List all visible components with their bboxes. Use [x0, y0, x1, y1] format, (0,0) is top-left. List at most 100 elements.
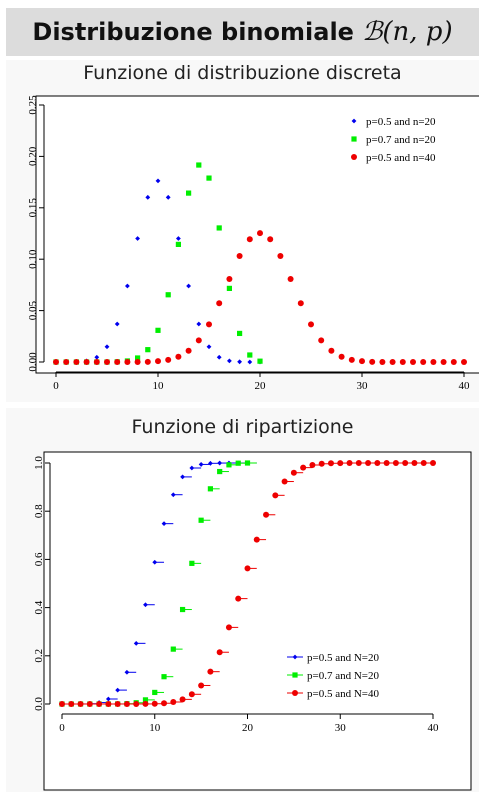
data-point	[133, 640, 139, 646]
data-point	[104, 344, 110, 350]
data-point	[287, 276, 294, 283]
legend-label: p=0.5 and n=40	[366, 152, 436, 164]
data-point	[281, 478, 288, 485]
data-point	[142, 697, 149, 703]
data-point	[440, 359, 447, 365]
data-point	[123, 701, 130, 707]
x-tick-label: 40	[428, 722, 440, 734]
legend-label: p=0.5 and N=20	[307, 652, 379, 664]
legend-marker	[292, 654, 298, 660]
data-point	[300, 464, 307, 471]
legend-label: p=0.7 and N=20	[307, 670, 379, 682]
y-tick-label: 0.6	[33, 552, 45, 566]
data-point	[189, 465, 195, 471]
data-point	[189, 560, 195, 566]
y-tick-label: 0.2	[33, 649, 45, 663]
x-tick-label: 20	[255, 380, 267, 392]
data-point	[198, 682, 205, 689]
data-point	[105, 701, 112, 707]
x-tick-label: 0	[53, 380, 59, 392]
data-point	[348, 356, 355, 363]
pmf-chart: 0 10 20 30 40 0.00 0.05 0.10 0.15 0.20 0.25 p=0.5 a…	[27, 95, 479, 392]
data-point	[257, 230, 263, 237]
cdf-chart: 0 10 20 30 40 0.0 0.2 0.4 0.6 0.8 1.0 p=0.5 and N=2…	[33, 451, 472, 791]
data-point	[272, 492, 279, 499]
data-point	[236, 253, 243, 260]
data-point	[59, 701, 65, 707]
data-point	[124, 359, 131, 365]
data-point	[206, 321, 212, 328]
data-point	[383, 460, 390, 466]
data-point	[142, 700, 149, 707]
data-point	[186, 190, 192, 196]
x-tick-label: 30	[357, 380, 369, 392]
legend-marker	[351, 136, 357, 142]
cdf-panel: Funzione di ripartizione 0 10 20 30 40 0.0 0.2…	[6, 408, 479, 792]
data-point	[73, 359, 80, 365]
data-point	[207, 668, 214, 675]
y-tick-label: 0.15	[27, 198, 39, 218]
data-point	[207, 486, 213, 492]
data-point	[152, 559, 158, 565]
data-point	[267, 236, 274, 243]
title-formula: ℬ(n, p)	[361, 17, 453, 47]
data-point	[227, 358, 232, 364]
data-point	[206, 175, 212, 181]
data-point	[165, 356, 172, 363]
data-point	[83, 359, 90, 365]
y-tick-label: 0.05	[27, 300, 39, 320]
data-point	[145, 347, 151, 353]
data-point	[135, 236, 140, 241]
cdf-title: Funzione di ripartizione	[131, 416, 354, 438]
data-point	[374, 460, 381, 466]
y-tick-label: 0.0	[33, 697, 45, 711]
data-point	[216, 225, 222, 231]
data-point	[410, 359, 416, 365]
pmf-title: Funzione di distribuzione discreta	[83, 62, 402, 84]
data-point	[124, 669, 130, 675]
data-point	[161, 700, 168, 707]
y-tick-label: 0.25	[27, 95, 39, 115]
data-point	[96, 701, 103, 707]
data-point	[235, 595, 242, 602]
data-point	[392, 460, 399, 466]
data-point	[318, 337, 325, 344]
data-point	[257, 358, 263, 364]
data-point	[411, 460, 418, 466]
data-point	[134, 359, 141, 365]
data-point	[93, 359, 100, 365]
data-point	[133, 700, 140, 707]
data-point	[450, 359, 457, 365]
data-point	[430, 460, 436, 466]
data-point	[216, 649, 223, 656]
data-point	[253, 536, 260, 543]
data-point	[135, 355, 141, 361]
data-point	[235, 460, 241, 466]
plot-frame	[43, 451, 472, 791]
data-point	[161, 521, 167, 527]
data-point	[309, 462, 316, 469]
data-point	[237, 359, 242, 365]
data-point	[217, 460, 223, 466]
data-point	[175, 241, 181, 247]
data-point	[389, 359, 396, 365]
legend-marker	[351, 154, 357, 160]
data-point	[338, 353, 345, 360]
x-tick-label: 20	[242, 722, 254, 734]
data-point	[114, 359, 121, 365]
data-point	[328, 347, 335, 354]
x-tick-label: 10	[149, 722, 161, 734]
data-point	[125, 283, 130, 289]
data-point	[216, 300, 223, 307]
data-point	[399, 359, 406, 365]
data-point	[114, 701, 121, 707]
data-point	[68, 701, 75, 707]
data-point	[290, 469, 297, 476]
data-point	[165, 292, 171, 298]
data-point	[165, 194, 171, 200]
data-point	[198, 517, 204, 523]
y-tick-label: 0.8	[33, 504, 45, 518]
legend-label: p=0.5 and N=40	[307, 688, 379, 700]
data-point	[365, 460, 372, 466]
data-point	[244, 460, 251, 466]
